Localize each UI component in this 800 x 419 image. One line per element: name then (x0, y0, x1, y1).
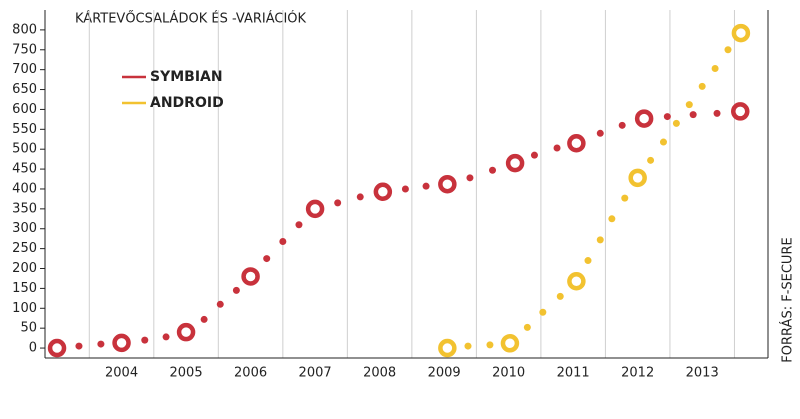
point-dot (539, 308, 547, 316)
y-tick-label: 650 (12, 82, 37, 97)
point-dot (216, 300, 224, 308)
point-ring (438, 338, 457, 358)
point-ring (634, 109, 654, 128)
point-dot (141, 336, 149, 344)
point-dot (75, 342, 83, 350)
point-dot (608, 215, 616, 223)
point-dot (530, 151, 538, 159)
point-ring (241, 267, 260, 286)
y-tick-label: 0 (29, 341, 37, 356)
x-tick-label: 2012 (621, 366, 654, 381)
point-dot (162, 333, 170, 341)
point-ring (500, 334, 520, 353)
point-dot (711, 64, 719, 72)
point-dot (464, 342, 472, 350)
x-tick-label: 2009 (428, 366, 461, 381)
y-tick-label: 50 (20, 321, 37, 336)
x-tick-label: 2011 (557, 366, 590, 381)
point-dot (663, 113, 671, 121)
y-tick-label: 200 (12, 261, 37, 276)
x-tick-label: 2008 (363, 366, 396, 381)
point-ring (731, 102, 750, 121)
point-ring (731, 23, 751, 43)
point-ring (176, 322, 196, 342)
x-tick-label: 2007 (299, 366, 332, 381)
point-ring (438, 174, 457, 194)
y-tick-label: 500 (12, 142, 37, 157)
point-ring (505, 153, 525, 173)
y-tick-label: 750 (12, 42, 37, 57)
point-dot (621, 194, 629, 202)
y-tick-label: 450 (12, 162, 37, 177)
y-tick-label: 350 (12, 201, 37, 216)
point-dot (584, 257, 592, 265)
point-dot (232, 286, 240, 294)
x-tick-label: 2006 (234, 366, 267, 381)
point-dot (618, 121, 626, 129)
y-tick-label: 400 (12, 181, 37, 196)
point-dot (401, 185, 409, 193)
point-dot (466, 174, 474, 182)
chart-title: KÁRTEVŐCSALÁDOK ÉS -VARIÁCIÓK (75, 11, 307, 27)
point-ring (47, 338, 67, 358)
y-tick-label: 600 (12, 102, 37, 117)
point-dot (689, 111, 697, 119)
point-dot (486, 341, 494, 349)
point-dot (713, 109, 721, 117)
y-tick-label: 800 (12, 22, 37, 37)
legend-label: ANDROID (150, 95, 224, 111)
x-tick-label: 2010 (492, 366, 525, 381)
point-dot (647, 156, 655, 164)
x-tick-label: 2013 (686, 366, 719, 381)
point-dot (724, 46, 732, 54)
point-dot (596, 129, 604, 137)
point-dot (200, 315, 208, 323)
legend-label: SYMBIAN (150, 69, 223, 85)
point-dot (356, 193, 364, 201)
x-tick-label: 2004 (105, 366, 138, 381)
point-ring (567, 271, 586, 291)
source: FORRÁS: F-SECURE (780, 237, 796, 362)
x-tick-label: 2005 (170, 366, 203, 381)
point-dot (553, 144, 561, 152)
point-ring (567, 133, 586, 153)
point-ring (628, 168, 647, 188)
point-dot (672, 119, 680, 127)
point-dot (685, 101, 693, 109)
point-dot (523, 323, 531, 331)
y-tick-label: 150 (12, 281, 37, 296)
point-dot (263, 255, 271, 263)
point-dot (659, 138, 667, 146)
y-tick-label: 700 (12, 62, 37, 77)
point-dot (97, 340, 105, 348)
point-ring (373, 182, 393, 202)
y-tick-label: 250 (12, 241, 37, 256)
point-dot (295, 221, 303, 229)
point-dot (489, 166, 497, 174)
point-dot (422, 182, 430, 190)
y-tick-label: 550 (12, 122, 37, 137)
point-dot (556, 292, 564, 300)
point-dot (596, 236, 604, 244)
point-ring (305, 199, 325, 219)
y-tick-label: 100 (12, 301, 37, 316)
point-dot (279, 237, 287, 245)
point-dot (334, 199, 342, 207)
point-ring (112, 333, 131, 353)
y-tick-label: 300 (12, 221, 37, 236)
point-dot (698, 82, 706, 90)
